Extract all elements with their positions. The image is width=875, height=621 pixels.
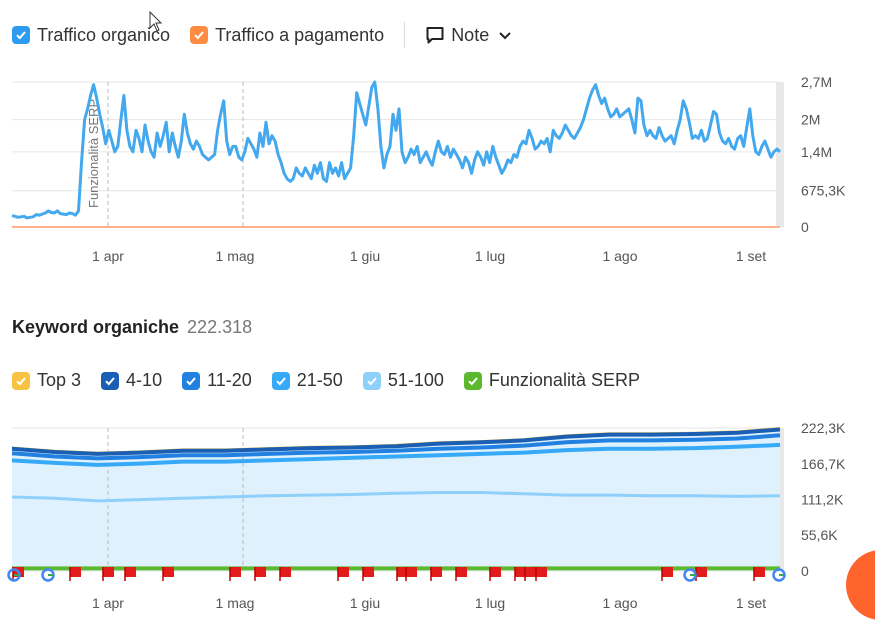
y-tick-label: 675,3K <box>801 183 846 199</box>
note-flag-icon <box>489 567 501 581</box>
y-tick-label: 0 <box>801 219 809 235</box>
note-flag-icon <box>396 567 408 581</box>
note-flag-icon <box>362 567 374 581</box>
keywords-count: 222.318 <box>187 317 253 337</box>
note-flag-icon <box>695 567 707 581</box>
checkbox-checked-icon[interactable] <box>182 371 201 390</box>
legend-organic-traffic[interactable]: Traffico organico <box>12 25 170 46</box>
x-tick-label: 1 giu <box>350 248 380 264</box>
y-tick-label: 1,4M <box>801 144 832 160</box>
x-tick-label: 1 set <box>736 248 766 264</box>
legend-label: 11-20 <box>207 370 252 390</box>
keywords-legend: Top 3 4-10 11-20 21-50 51-100 Funzionalità SE… <box>12 370 660 391</box>
series-line-3 <box>11 442 781 467</box>
google-icon <box>683 568 697 582</box>
traffic-legend: Traffico organico Traffico a pagamento N… <box>12 22 519 48</box>
x-tick-label: 1 mag <box>216 595 255 611</box>
y-tick-label: 2M <box>801 112 820 128</box>
series-line-organic <box>11 80 782 220</box>
note-flag-icon <box>69 567 81 581</box>
checkbox-checked-icon[interactable] <box>362 371 381 390</box>
notes-dropdown-button[interactable]: Note <box>425 25 519 46</box>
y-tick-label: 166,7K <box>801 456 846 472</box>
keywords-title: Keyword organiche <box>12 317 180 337</box>
google-icon <box>41 568 55 582</box>
notes-label: Note <box>451 24 490 45</box>
comment-icon <box>426 27 444 44</box>
x-tick-label: 1 apr <box>92 595 124 611</box>
note-flag-icon <box>753 567 765 581</box>
x-tick-label: 1 lug <box>475 595 505 611</box>
legend-paid-traffic[interactable]: Traffico a pagamento <box>190 25 384 46</box>
checkbox-checked-icon[interactable] <box>12 371 30 390</box>
y-tick-label: 222,3K <box>801 420 846 436</box>
google-icon <box>772 568 786 582</box>
chart-edge-band <box>776 82 784 227</box>
note-flag-icon <box>455 567 467 581</box>
x-tick-label: 1 mag <box>216 248 255 264</box>
legend-item-0[interactable]: Top 3 <box>12 370 81 391</box>
y-tick-label: 0 <box>801 563 809 579</box>
legend-label: 21-50 <box>296 370 343 390</box>
legend-item-5[interactable]: Funzionalità SERP <box>463 370 640 391</box>
note-flag-icon <box>430 567 442 581</box>
checkbox-checked-icon[interactable] <box>190 26 209 44</box>
note-flag-icon <box>279 567 291 581</box>
mouse-cursor-icon <box>149 11 163 32</box>
y-tick-label: 2,7M <box>801 74 832 90</box>
checkbox-checked-icon[interactable] <box>463 371 482 390</box>
y-tick-label: 55,6K <box>801 527 838 543</box>
note-flag-icon <box>405 567 417 581</box>
legend-item-1[interactable]: 4-10 <box>101 370 162 391</box>
note-flag-icon <box>229 567 241 581</box>
serp-annotation-label: Funzionalità SERP <box>86 99 101 208</box>
y-tick-label: 111,2K <box>801 491 844 507</box>
x-tick-label: 1 ago <box>602 595 637 611</box>
legend-label: 4-10 <box>126 370 163 390</box>
keywords-section-title: Keyword organiche 222.318 <box>12 317 252 338</box>
google-icon <box>7 568 21 582</box>
legend-label: Funzionalità SERP <box>488 370 640 390</box>
legend-label: Traffico organico <box>37 24 171 45</box>
x-tick-label: 1 set <box>736 595 766 611</box>
legend-divider <box>404 22 406 48</box>
x-tick-label: 1 ago <box>602 248 637 264</box>
checkbox-checked-icon[interactable] <box>271 371 290 390</box>
note-flag-icon <box>514 567 526 581</box>
note-flag-icon <box>162 567 174 581</box>
legend-item-4[interactable]: 51-100 <box>362 370 444 391</box>
note-flag-icon <box>661 567 673 581</box>
x-tick-label: 1 giu <box>350 595 380 611</box>
traffic-chart: 2,7M 2M 1,4M 675,3K 0 Funzionalità SERP 1 apr 1… <box>11 74 846 264</box>
x-tick-label: 1 apr <box>92 248 124 264</box>
note-flag-icon <box>102 567 114 581</box>
checkbox-checked-icon[interactable] <box>101 371 120 390</box>
note-flag-icon <box>254 567 266 581</box>
note-flag-icon <box>535 567 547 581</box>
area-fill <box>12 428 780 571</box>
legend-label: Top 3 <box>37 370 82 390</box>
legend-label: 51-100 <box>387 370 444 390</box>
chevron-down-icon <box>499 32 511 40</box>
note-flag-icon <box>524 567 536 581</box>
note-flag-icon <box>124 567 136 581</box>
series-line-4 <box>11 491 781 503</box>
checkbox-checked-icon[interactable] <box>12 26 30 44</box>
series-line-1 <box>11 427 781 456</box>
series-line-2 <box>11 433 781 461</box>
legend-label: Traffico a pagamento <box>215 24 385 45</box>
legend-item-3[interactable]: 21-50 <box>271 370 343 391</box>
note-flag-icon <box>337 567 349 581</box>
x-tick-label: 1 lug <box>475 248 505 264</box>
legend-item-2[interactable]: 11-20 <box>182 370 252 391</box>
